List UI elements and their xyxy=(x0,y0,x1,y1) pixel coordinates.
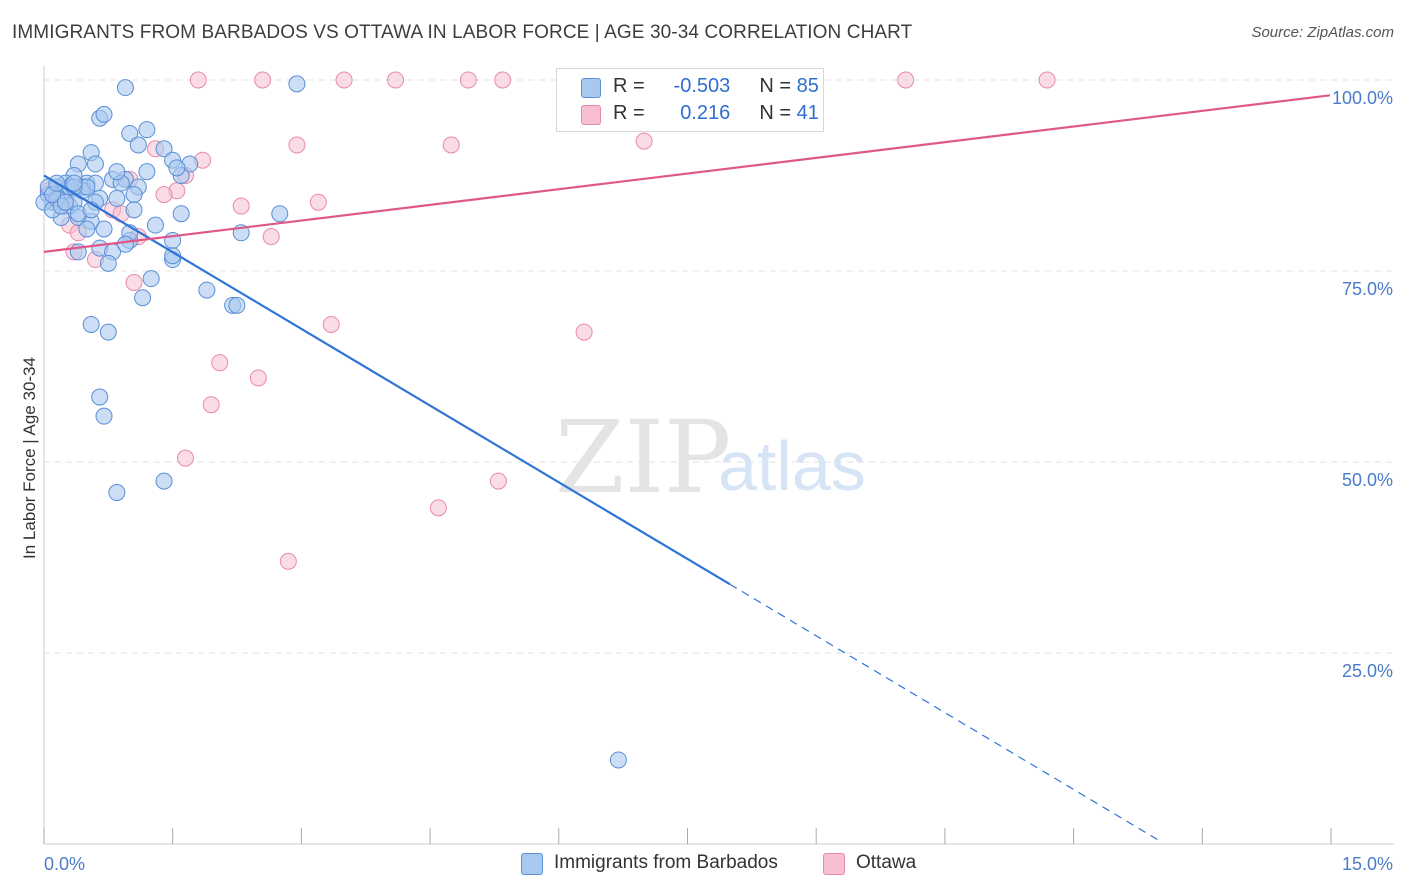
barbados-point xyxy=(95,220,113,238)
barbados-point xyxy=(155,472,173,490)
correlation-legend: R = -0.503 N = 85 R = 0.216 N = 41 xyxy=(556,68,824,132)
barbados-point xyxy=(108,484,126,502)
barbados-point xyxy=(288,75,306,93)
barbados-point xyxy=(609,751,627,769)
watermark-zip: ZIP xyxy=(555,399,731,516)
ottawa-point xyxy=(249,369,267,387)
barbados-point xyxy=(91,388,109,406)
barbados-point xyxy=(82,315,100,333)
barbados-point xyxy=(125,201,143,219)
blue-swatch xyxy=(581,78,601,98)
ottawa-trend-line xyxy=(43,94,1331,253)
barbados-point xyxy=(125,186,143,204)
barbados-point xyxy=(129,136,147,154)
ottawa-point xyxy=(494,71,512,89)
axes xyxy=(43,66,1394,845)
ottawa-point xyxy=(322,315,340,333)
barbados-point xyxy=(78,220,96,238)
y-tick-label: 25.0% xyxy=(1342,661,1393,681)
x-tick-label: 0.0% xyxy=(44,854,85,874)
barbados-point xyxy=(95,105,113,123)
barbados-point xyxy=(138,121,156,139)
barbados-point xyxy=(108,189,126,207)
barbados-point xyxy=(155,140,173,158)
source-credit: Source: ZipAtlas.com xyxy=(1251,24,1394,41)
barbados-point xyxy=(86,155,104,173)
barbados-point xyxy=(121,124,139,142)
blue-legend-swatch xyxy=(521,853,543,875)
barbados-point xyxy=(142,270,160,288)
barbados-point xyxy=(172,205,190,223)
ottawa-point xyxy=(279,552,297,570)
ottawa-point xyxy=(575,323,593,341)
watermark-atlas: atlas xyxy=(718,427,866,505)
ottawa-point xyxy=(254,71,272,89)
barbados-point xyxy=(56,193,74,211)
legend-r-value: 0.216 xyxy=(680,102,731,124)
barbados-point xyxy=(108,163,126,181)
ottawa-point xyxy=(387,71,405,89)
legend-r-value: -0.503 xyxy=(673,75,731,97)
barbados-point xyxy=(65,174,83,192)
barbados-point xyxy=(146,216,164,234)
ottawa-point xyxy=(262,228,280,246)
x-tick-label: 15.0% xyxy=(1342,854,1393,874)
legend-n-label: N = xyxy=(759,75,792,97)
barbados-point xyxy=(271,205,289,223)
ottawa-point xyxy=(176,449,194,467)
watermark: ZIP atlas xyxy=(555,399,866,516)
barbados-point xyxy=(99,254,117,272)
chart-title: IMMIGRANTS FROM BARBADOS VS OTTAWA IN LA… xyxy=(12,22,913,43)
ottawa-point xyxy=(125,273,143,291)
y-tick-label: 100.0% xyxy=(1332,88,1393,108)
ottawa-point xyxy=(459,71,477,89)
pink-legend-swatch xyxy=(823,853,845,875)
barbados-point xyxy=(168,159,186,177)
ottawa-point xyxy=(429,499,447,517)
legend-r-label: R = xyxy=(613,75,645,97)
ottawa-point xyxy=(189,71,207,89)
legend-label-barbados: Immigrants from Barbados xyxy=(554,852,778,873)
y-axis-label: In Labor Force | Age 30-34 xyxy=(20,357,39,559)
y-tick-label: 75.0% xyxy=(1342,279,1393,299)
barbados-point xyxy=(228,296,246,314)
tick-labels: 25.0% 50.0% 75.0% 100.0% 0.0% 15.0% xyxy=(44,88,1393,874)
barbados-point xyxy=(116,79,134,97)
ottawa-point xyxy=(489,472,507,490)
ottawa-point xyxy=(309,193,327,211)
ottawa-point xyxy=(155,186,173,204)
ottawa-point xyxy=(232,197,250,215)
barbados-trend-line xyxy=(43,174,731,586)
barbados-point xyxy=(134,289,152,307)
barbados-point xyxy=(95,407,113,425)
ottawa-point xyxy=(442,136,460,154)
ottawa-point xyxy=(335,71,353,89)
ottawa-point xyxy=(202,396,220,414)
barbados-trend-extension xyxy=(729,583,1159,841)
ottawa-point xyxy=(288,136,306,154)
legend-n-label: N = xyxy=(759,102,792,124)
ottawa-point xyxy=(1038,71,1056,89)
ottawa-point xyxy=(897,71,915,89)
barbados-points xyxy=(35,75,627,769)
y-tick-label: 50.0% xyxy=(1342,470,1393,490)
barbados-point xyxy=(99,323,117,341)
legend-r-label: R = xyxy=(613,102,645,124)
pink-swatch xyxy=(581,105,601,125)
legend-n-value: 41 xyxy=(796,102,819,124)
legend-label-ottawa: Ottawa xyxy=(856,852,917,873)
trend-lines xyxy=(43,94,1331,841)
grid-lines xyxy=(44,79,1394,654)
barbados-point xyxy=(116,235,134,253)
ottawa-point xyxy=(211,354,229,372)
barbados-point xyxy=(198,281,216,299)
legend-n-value: 85 xyxy=(796,75,819,97)
barbados-point xyxy=(138,163,156,181)
ottawa-point xyxy=(635,132,653,150)
